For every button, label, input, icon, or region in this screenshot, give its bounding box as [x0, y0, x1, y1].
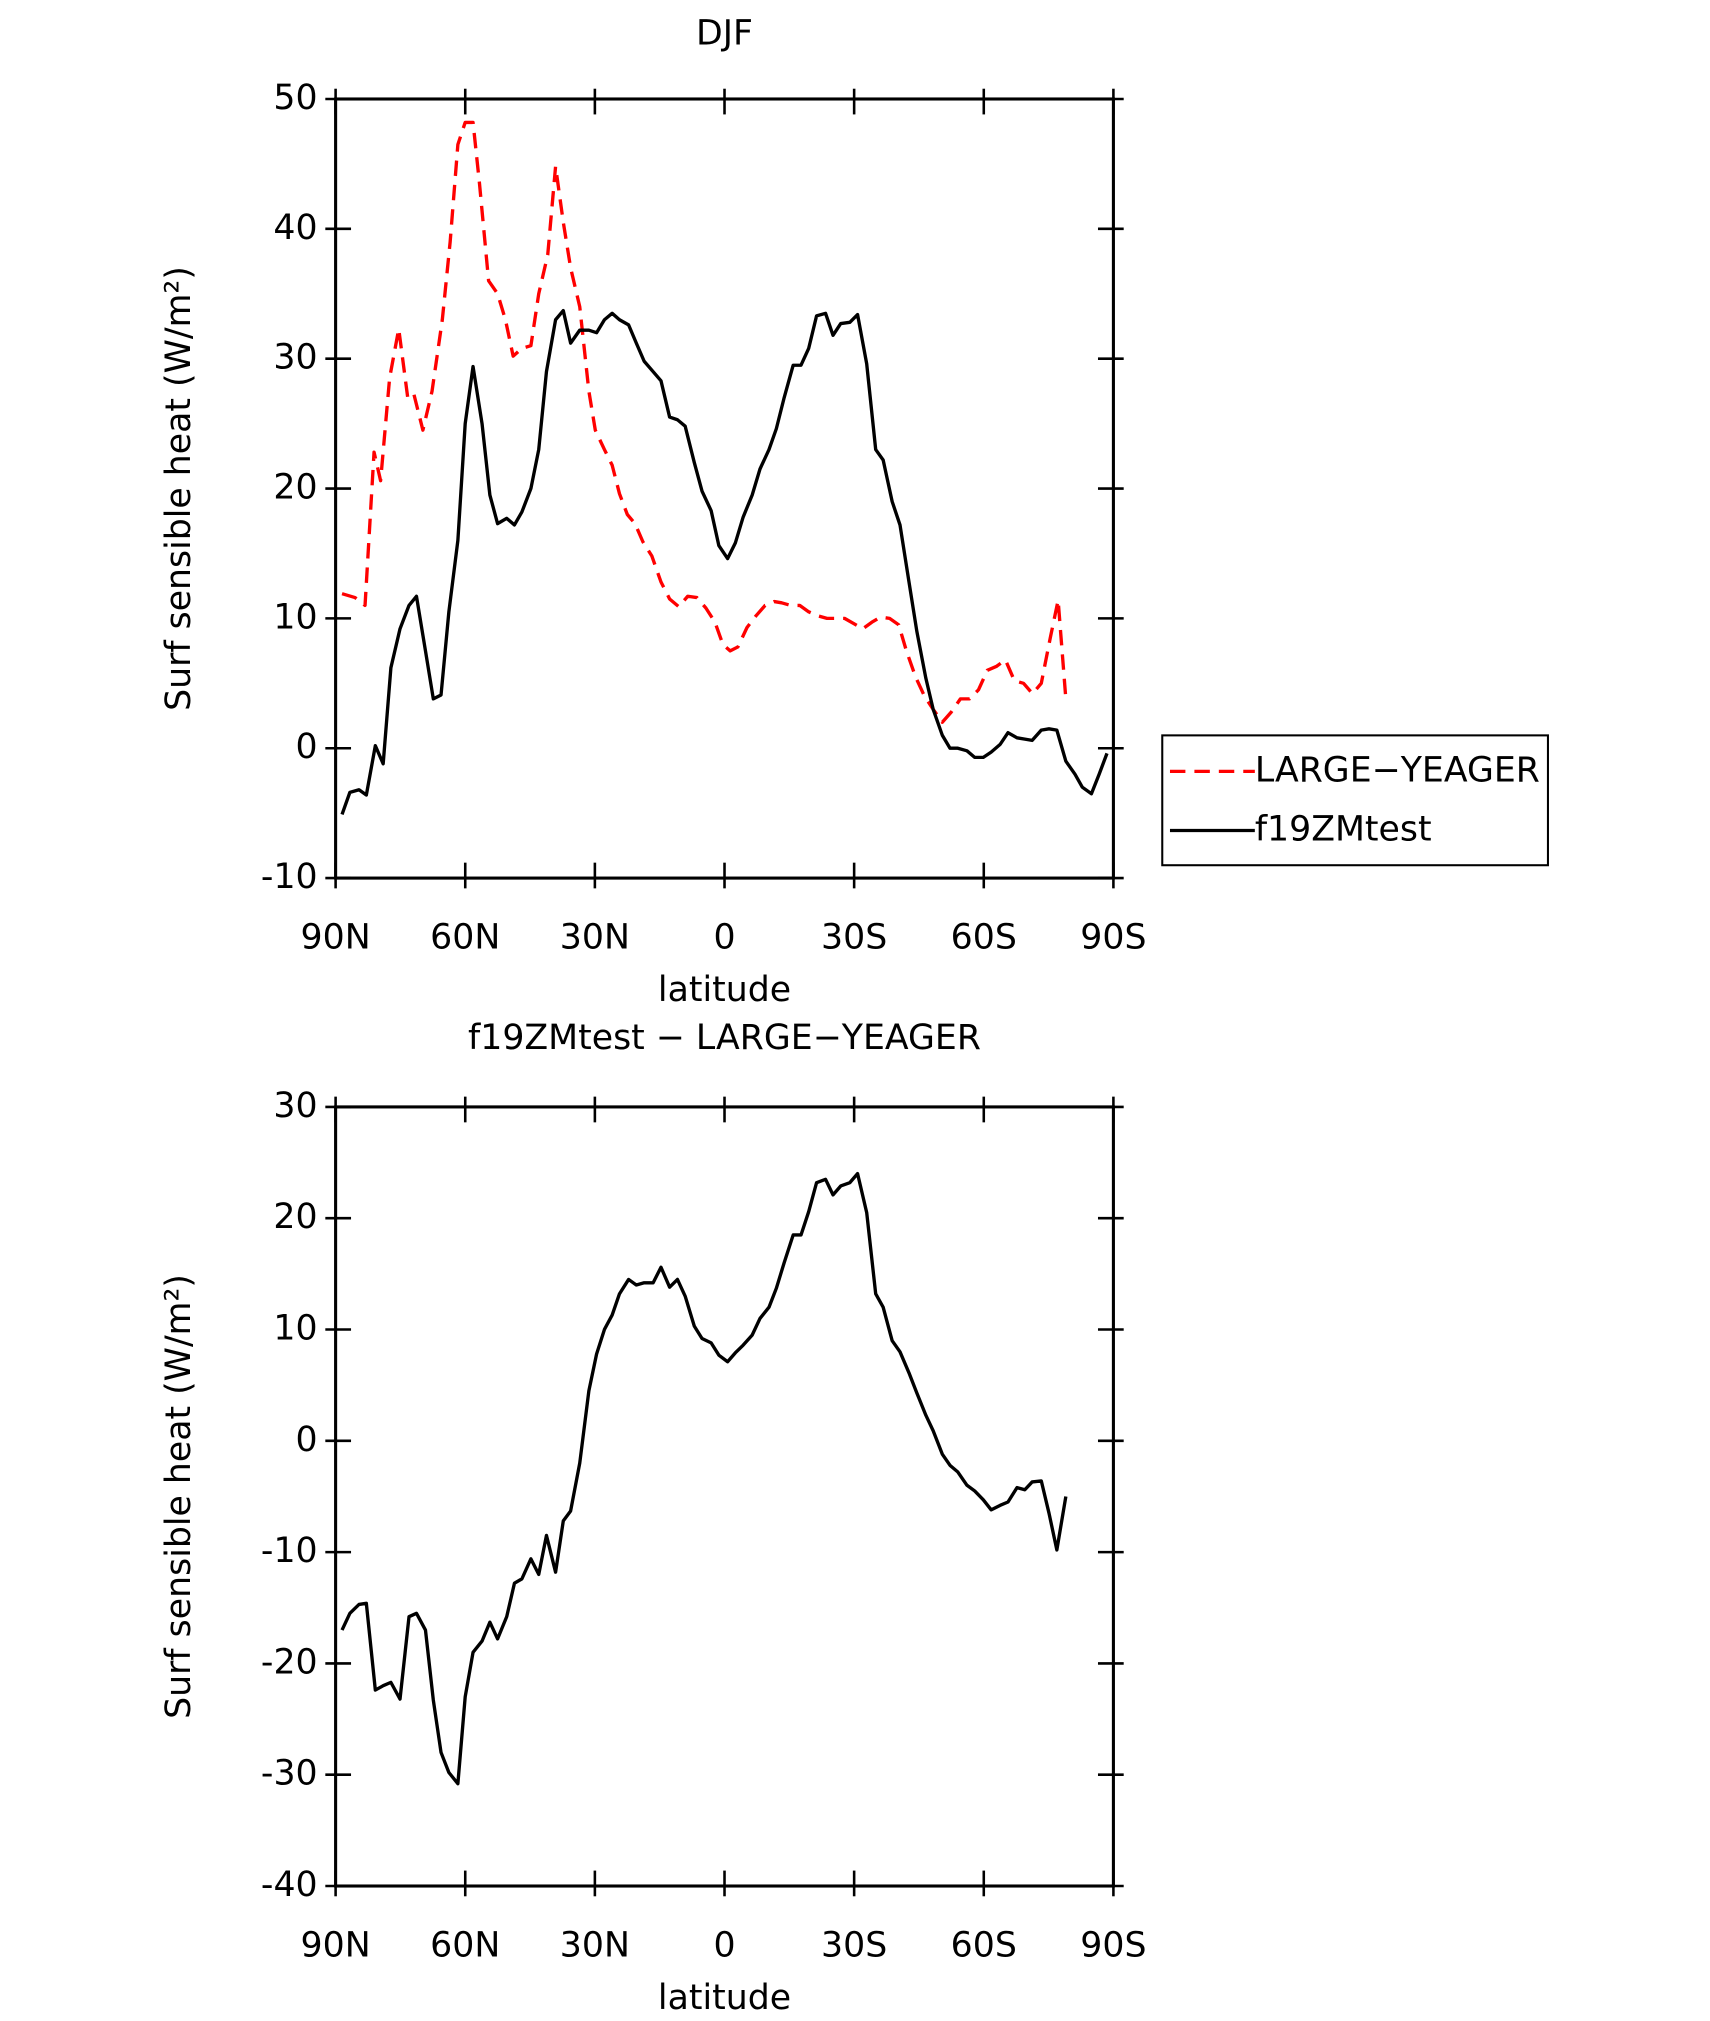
x-tick-label: 30S	[821, 918, 887, 958]
y-tick-label: 30	[273, 1086, 317, 1126]
y-tick-label: 20	[273, 1197, 317, 1237]
y-tick-label: 40	[273, 208, 317, 248]
x-tick-label: 0	[713, 1925, 735, 1965]
data-line	[340, 1171, 1068, 1786]
legend-label: f19ZMtest	[1255, 810, 1432, 850]
data-line	[340, 308, 1109, 816]
x-tick-label: 90N	[301, 1925, 371, 1965]
x-tick-label: 30N	[560, 1925, 630, 1965]
y-tick-label: 30	[273, 338, 317, 378]
x-tick-label: 90S	[1080, 918, 1146, 958]
y-tick-label: 0	[296, 727, 318, 767]
y-tick-label: 20	[273, 468, 317, 508]
x-tick-label: 90N	[301, 918, 371, 958]
plot-frame	[334, 97, 1115, 880]
x-axis-label: latitude	[658, 1978, 791, 2018]
legend-box	[1161, 734, 1549, 867]
y-tick-label: -20	[261, 1642, 318, 1682]
x-tick-label: 30S	[821, 1925, 887, 1965]
x-tick-label: 60N	[430, 918, 500, 958]
legend-label: LARGE−YEAGER	[1255, 750, 1540, 790]
y-axis-label: Surf sensible heat (W/m²)	[159, 1274, 199, 1719]
x-tick-label: 30N	[560, 918, 630, 958]
y-axis-label: Surf sensible heat (W/m²)	[159, 266, 199, 711]
x-axis-label: latitude	[658, 970, 791, 1010]
y-tick-label: 50	[273, 78, 317, 118]
y-tick-label: -10	[261, 1531, 318, 1571]
x-tick-label: 60S	[951, 918, 1017, 958]
y-tick-label: 10	[273, 1309, 317, 1349]
legend: LARGE−YEAGER f19ZMtest	[1161, 734, 1549, 867]
y-tick-label: 10	[273, 597, 317, 637]
x-tick-label: 90S	[1080, 1925, 1146, 1965]
y-tick-label: -30	[261, 1754, 318, 1794]
y-tick-label: -10	[261, 857, 318, 897]
y-tick-label: -40	[261, 1865, 318, 1905]
x-tick-label: 0	[713, 918, 735, 958]
y-tick-label: 0	[296, 1420, 318, 1460]
data-line	[341, 120, 1068, 724]
x-tick-label: 60S	[951, 1925, 1017, 1965]
plot-frame	[334, 1105, 1115, 1888]
chart-title: DJF	[696, 14, 753, 54]
x-tick-label: 60N	[430, 1925, 500, 1965]
chart-title: f19ZMtest − LARGE−YEAGER	[468, 1018, 981, 1058]
